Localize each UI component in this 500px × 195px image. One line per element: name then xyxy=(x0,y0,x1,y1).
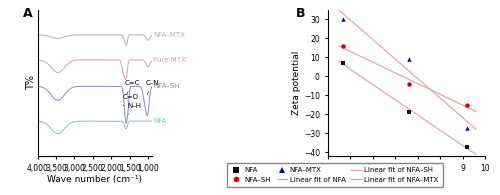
Point xyxy=(339,18,347,21)
Y-axis label: T%: T% xyxy=(26,75,36,90)
Text: NFA–MTX: NFA–MTX xyxy=(153,32,185,38)
Text: NFA: NFA xyxy=(153,118,166,124)
Text: Pure MTX: Pure MTX xyxy=(153,57,186,63)
Point xyxy=(404,111,412,114)
Text: C–N: C–N xyxy=(145,80,158,95)
Text: N–H: N–H xyxy=(128,103,141,114)
Text: C=O: C=O xyxy=(122,94,138,106)
Point xyxy=(463,126,471,129)
Legend: NFA, NFA–SH, NFA–MTX, Linear fit of NFA, Linear fit of NFA–SH, Linear fit of NFA: NFA, NFA–SH, NFA–MTX, Linear fit of NFA,… xyxy=(227,163,443,187)
Point xyxy=(463,145,471,148)
Y-axis label: Zeta potential: Zeta potential xyxy=(292,51,301,115)
Text: B: B xyxy=(296,7,306,20)
Point xyxy=(339,44,347,47)
X-axis label: pH: pH xyxy=(398,176,414,185)
Point xyxy=(404,58,412,61)
Point xyxy=(463,103,471,106)
Point xyxy=(339,61,347,65)
X-axis label: Wave number (cm⁻¹): Wave number (cm⁻¹) xyxy=(47,176,142,184)
Text: C=C: C=C xyxy=(124,80,140,95)
Text: A: A xyxy=(22,7,32,20)
Point xyxy=(404,82,412,85)
Text: NFA–SH: NFA–SH xyxy=(153,83,180,89)
